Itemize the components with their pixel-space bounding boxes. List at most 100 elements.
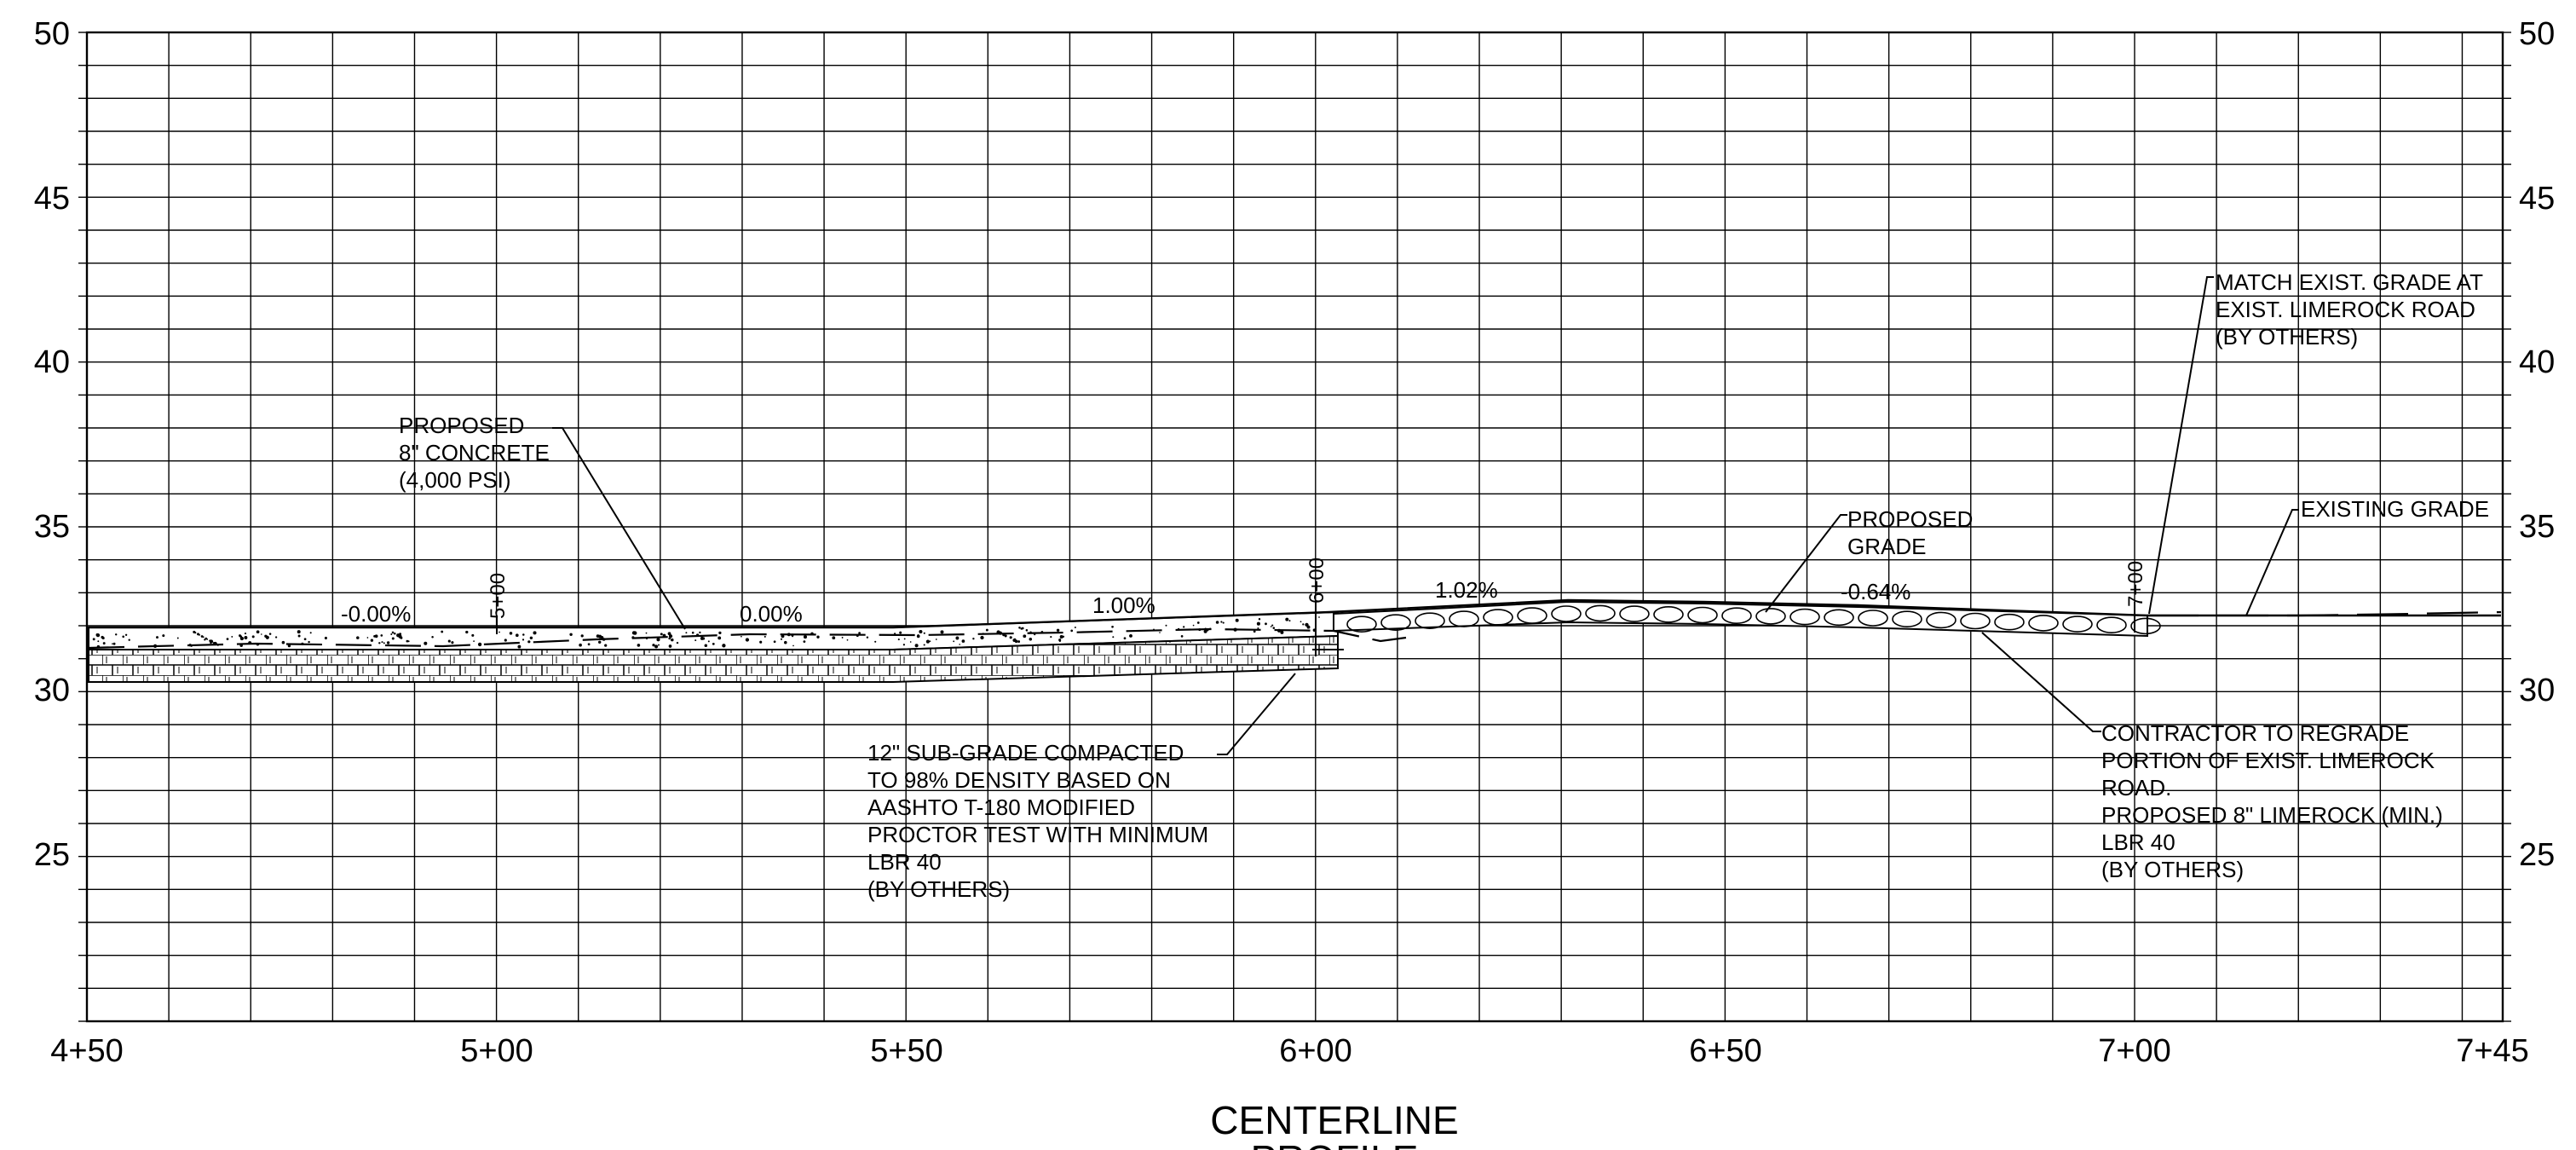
concrete-aggregate [1112, 636, 1115, 639]
note-line: PORTION OF EXIST. LIMEROCK [2101, 748, 2435, 773]
concrete-aggregate [1256, 621, 1260, 626]
note-subgrade: 12" SUB-GRADE COMPACTED TO 98% DENSITY B… [867, 740, 1208, 902]
grade-labels: -0.00% 0.00% 1.00% 1.02% -0.64% [341, 577, 1910, 627]
concrete-aggregate [101, 636, 105, 640]
proposed-grade-line [89, 598, 2501, 629]
station-label: 6+50 [1689, 1033, 1762, 1069]
limerock-aggregate [1858, 610, 1888, 627]
concrete-aggregate [381, 641, 383, 644]
concrete-aggregate [919, 629, 923, 634]
concrete-aggregate [1183, 626, 1185, 628]
limerock-aggregate [1892, 610, 1922, 628]
station-marker-label: 5+00 [487, 573, 510, 619]
concrete-aggregate [1305, 622, 1309, 627]
concrete-aggregate [210, 642, 212, 644]
concrete-aggregate [1129, 633, 1132, 638]
elevation-label-right: 40 [2519, 344, 2555, 380]
concrete-aggregate [925, 639, 930, 644]
concrete-aggregate [256, 630, 260, 634]
concrete-aggregate [707, 640, 710, 643]
concrete-aggregate [972, 638, 975, 640]
concrete-aggregate [961, 639, 965, 643]
concrete-aggregate [515, 633, 519, 638]
concrete-aggregate [244, 636, 248, 639]
concrete-aggregate [424, 641, 428, 645]
concrete-aggregate [383, 642, 385, 644]
note-existing-grade: EXISTING GRADE [2301, 496, 2489, 522]
note-line: EXISTING GRADE [2301, 496, 2489, 522]
note-line: 8" CONCRETE [399, 440, 550, 465]
limerock-aggregate [1789, 608, 1820, 626]
note-proposed-grade: PROPOSED GRADE [1847, 506, 1973, 559]
concrete-aggregate [522, 633, 525, 636]
limerock-aggregate [2130, 617, 2161, 635]
concrete-aggregate [473, 640, 475, 642]
concrete-aggregate [231, 635, 233, 638]
concrete-aggregate [580, 634, 584, 638]
concrete-aggregate [1050, 636, 1052, 639]
elevation-label-right: 30 [2519, 673, 2555, 708]
concrete-aggregate [637, 644, 641, 647]
concrete-aggregate [97, 640, 100, 643]
concrete-aggregate [1196, 621, 1200, 624]
note-concrete: PROPOSED 8" CONCRETE (4,000 PSI) [399, 413, 550, 493]
note-line: TO 98% DENSITY BASED ON [867, 767, 1171, 793]
concrete-aggregate [398, 634, 402, 639]
station-label: 6+00 [1279, 1033, 1352, 1069]
concrete-aggregate [274, 636, 278, 639]
limerock-layer [1333, 600, 2161, 638]
station-marker-label: 6+00 [1305, 558, 1328, 604]
concrete-aggregate [533, 631, 537, 635]
concrete-aggregate [694, 639, 697, 642]
elevation-label-right: 50 [2519, 16, 2555, 52]
grade-label: -0.00% [341, 601, 411, 627]
concrete-aggregate [985, 628, 988, 632]
concrete-aggregate [112, 643, 113, 645]
concrete-aggregate [1017, 640, 1021, 644]
concrete-aggregate [803, 640, 806, 643]
concrete-aggregate [447, 639, 451, 643]
concrete-aggregate [1058, 640, 1061, 643]
concrete-aggregate [194, 632, 197, 634]
concrete-aggregate [866, 636, 869, 639]
concrete-aggregate [95, 633, 101, 638]
concrete-aggregate [1029, 638, 1033, 641]
concrete-aggregate [759, 640, 763, 644]
concrete-aggregate [702, 637, 706, 640]
concrete-aggregate [773, 640, 776, 644]
concrete-aggregate [699, 631, 701, 634]
note-line: (BY OTHERS) [867, 876, 1010, 902]
concrete-aggregate [1192, 624, 1195, 627]
grade-label: -0.64% [1841, 579, 1910, 604]
concrete-aggregate [1258, 617, 1261, 621]
concrete-aggregate [162, 634, 165, 638]
concrete-aggregate [498, 631, 500, 633]
concrete-aggregate [390, 633, 393, 636]
concrete-aggregate [654, 644, 659, 649]
note-regrade: CONTRACTOR TO REGRADE PORTION OF EXIST. … [2101, 720, 2443, 882]
elevation-label-right: 35 [2519, 509, 2555, 545]
concrete-aggregate [745, 638, 750, 642]
concrete-aggregate [959, 644, 961, 645]
concrete-aggregate [923, 644, 925, 646]
note-line: PROPOSED 8" LIMEROCK (MIN.) [2101, 802, 2443, 828]
concrete-aggregate [764, 635, 766, 638]
concrete-aggregate [676, 641, 679, 644]
concrete-aggregate [668, 644, 672, 648]
station-labels: 4+50 5+00 5+50 6+00 6+50 7+00 7+45 [50, 1033, 2529, 1069]
concrete-aggregate [373, 635, 376, 638]
concrete-aggregate [441, 630, 444, 633]
concrete-aggregate [1285, 617, 1289, 621]
concrete-aggregate [903, 638, 906, 640]
elevation-label-left: 30 [34, 673, 70, 708]
concrete-aggregate [1180, 635, 1184, 638]
limerock-aggregate [1619, 605, 1650, 622]
drawing-title: CENTERLINE [1210, 1098, 1458, 1142]
concrete-aggregate [386, 641, 390, 644]
concrete-aggregate [176, 637, 179, 639]
concrete-aggregate [465, 630, 469, 634]
concrete-aggregate [297, 634, 301, 638]
limerock-aggregate [1380, 614, 1411, 632]
elevation-label-left: 50 [34, 16, 70, 52]
concrete-aggregate [874, 640, 877, 643]
